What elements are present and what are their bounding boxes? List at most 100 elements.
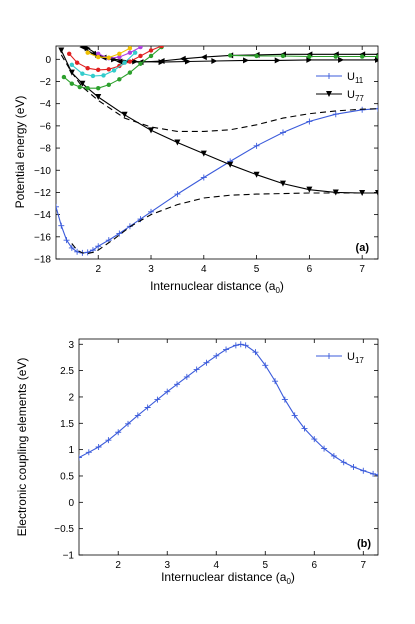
x-tick-label: 5 — [254, 264, 260, 275]
data-point — [79, 46, 86, 51]
data-point — [148, 48, 154, 53]
data-point — [95, 444, 102, 450]
data-point — [333, 54, 338, 59]
data-point — [115, 429, 122, 436]
data-point — [306, 118, 313, 125]
data-point — [96, 51, 101, 56]
data-point — [96, 85, 101, 91]
x-tick-label: 2 — [95, 264, 101, 275]
data-point — [84, 249, 91, 256]
data-point — [148, 127, 155, 134]
x-tick-label: 7 — [361, 560, 367, 571]
data-point — [138, 53, 143, 59]
data-point — [69, 81, 75, 86]
series-11 — [71, 192, 378, 255]
y-axis-ticks: 3 2.5 2 1.5 1 0.5 0 −0.5 −1 — [54, 340, 378, 562]
data-point — [174, 381, 181, 388]
data-point — [95, 243, 102, 250]
data-point — [127, 70, 133, 75]
data-point — [340, 459, 347, 466]
data-point — [193, 366, 200, 373]
series-7 — [69, 50, 138, 79]
plot-frame — [55, 45, 379, 260]
data-point — [116, 230, 123, 237]
data-point — [291, 412, 298, 419]
data-point — [85, 85, 90, 91]
y-tick-label: −1 — [63, 551, 75, 562]
data-point — [203, 359, 210, 366]
data-point — [200, 54, 207, 61]
data-point — [159, 46, 164, 49]
data-point — [375, 54, 378, 59]
y-tick-label: 2.5 — [60, 366, 74, 377]
y-tick-label: 3 — [68, 340, 74, 351]
data-point — [200, 174, 207, 181]
panel-label: (b) — [357, 538, 371, 550]
y-tick-label: 2 — [68, 392, 74, 403]
data-point — [359, 54, 365, 59]
data-point — [227, 53, 233, 58]
data-point — [121, 111, 128, 118]
x-tick-label: 3 — [164, 560, 170, 571]
data-point — [174, 139, 181, 146]
data-point — [144, 404, 151, 411]
data-point — [101, 73, 106, 78]
y-tick-label: −8 — [40, 144, 52, 155]
data-point — [200, 150, 207, 157]
y-tick-label: −12 — [34, 188, 51, 199]
data-point — [132, 50, 138, 55]
series-line — [79, 343, 378, 476]
y-axis-label: Electronic coupling elements (eV) — [15, 358, 29, 537]
data-point — [332, 111, 339, 118]
x-tick-label: 3 — [148, 264, 154, 275]
y-axis-ticks: 0 −2 −4 −6 −8 −10 −12 −14 −16 −18 — [34, 55, 378, 266]
data-point — [56, 203, 59, 210]
y-tick-label: −4 — [40, 99, 52, 110]
data-point — [242, 342, 249, 349]
series-6 — [66, 46, 164, 73]
data-point — [279, 180, 286, 187]
data-point — [350, 464, 357, 471]
series-line — [230, 54, 378, 58]
series-line — [71, 192, 378, 255]
series-4 — [61, 46, 164, 91]
series-5 — [227, 53, 378, 59]
data-point — [85, 449, 92, 456]
data-point — [359, 189, 366, 196]
panel-label: (a) — [356, 242, 370, 254]
data-point — [127, 46, 133, 51]
data-point — [122, 60, 127, 65]
data-point — [272, 378, 279, 385]
x-tick-label: 6 — [307, 264, 313, 275]
data-point — [68, 244, 75, 251]
data-point — [69, 62, 75, 68]
data-point — [360, 467, 367, 474]
series-line — [68, 46, 162, 71]
x-axis-label: Internuclear distance (a0) — [150, 279, 284, 295]
data-point — [307, 54, 312, 59]
data-point — [111, 68, 117, 73]
y-tick-label: −6 — [40, 121, 52, 132]
data-point — [58, 47, 65, 54]
data-point — [326, 91, 332, 97]
data-point — [262, 362, 269, 369]
y-tick-label: −14 — [34, 210, 51, 221]
data-point — [183, 373, 190, 380]
legend-label: U77 — [347, 89, 364, 103]
x-tick-label: 4 — [201, 264, 207, 275]
y-tick-label: 1 — [68, 445, 74, 456]
series-0 — [56, 105, 378, 256]
y-tick-label: 0 — [45, 55, 51, 66]
series-0 — [79, 341, 378, 478]
data-point — [281, 396, 288, 403]
data-point — [134, 412, 141, 419]
series-8 — [96, 46, 143, 61]
data-point — [80, 71, 85, 76]
data-point — [63, 237, 70, 244]
series-10 — [60, 54, 378, 132]
data-point — [158, 59, 165, 66]
data-point — [223, 346, 230, 353]
